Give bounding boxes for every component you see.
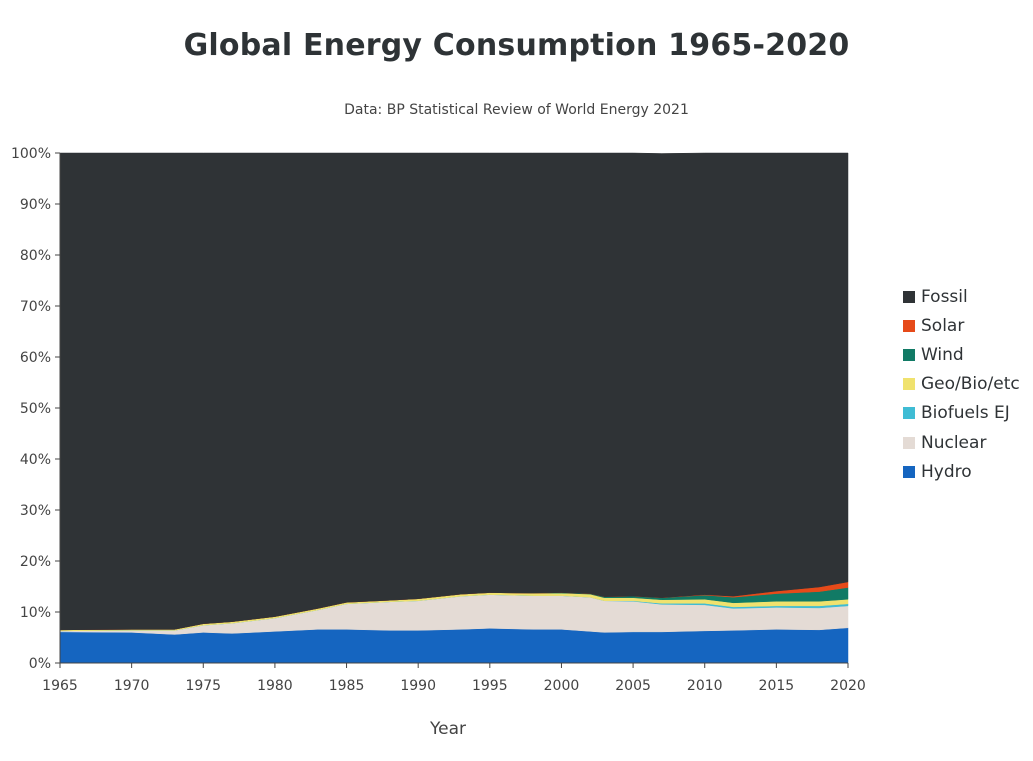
legend-swatch bbox=[903, 348, 915, 361]
legend-item-hydro[interactable]: Hydro bbox=[903, 457, 1020, 486]
x-tick-label: 2010 bbox=[687, 678, 723, 694]
x-tick-label: 2005 bbox=[615, 678, 651, 694]
y-tick-label: 100% bbox=[11, 146, 51, 162]
y-tick-label: 90% bbox=[20, 197, 51, 213]
legend-item-geo-bio-etc[interactable]: Geo/Bio/etc bbox=[903, 370, 1020, 399]
y-tick-label: 50% bbox=[20, 401, 51, 417]
legend-swatch bbox=[903, 465, 915, 478]
legend-swatch bbox=[903, 319, 915, 332]
y-tick-label: 80% bbox=[20, 248, 51, 264]
y-tick-label: 60% bbox=[20, 350, 51, 366]
y-tick-label: 10% bbox=[20, 605, 51, 621]
legend: Fossil Solar Wind Geo/Bio/etc Biofuels EJ Nuc… bbox=[903, 282, 1020, 486]
y-tick-label: 40% bbox=[20, 452, 51, 468]
area-fossil bbox=[59, 152, 849, 631]
x-axis-title: Year bbox=[429, 719, 466, 739]
x-tick-label: 1995 bbox=[472, 678, 508, 694]
x-tick-label: 2000 bbox=[544, 678, 580, 694]
legend-label: Hydro bbox=[921, 461, 972, 482]
x-tick-label: 1975 bbox=[185, 678, 221, 694]
legend-item-solar[interactable]: Solar bbox=[903, 311, 1020, 340]
legend-label: Solar bbox=[921, 315, 965, 336]
chart-title: Global Energy Consumption 1965-2020 bbox=[183, 28, 850, 63]
legend-label: Fossil bbox=[921, 286, 968, 307]
x-tick-label: 1970 bbox=[114, 678, 150, 694]
x-tick-label: 1990 bbox=[400, 678, 436, 694]
y-tick-label: 20% bbox=[20, 554, 51, 570]
axes: 0% 10% 20% 30% 40% 50% 60% 70% 80% 90% 100% 1965 197… bbox=[11, 146, 866, 694]
x-tick-label: 1965 bbox=[42, 678, 78, 694]
y-tick-label: 70% bbox=[20, 299, 51, 315]
legend-label: Geo/Bio/etc bbox=[921, 374, 1020, 395]
y-tick-label: 0% bbox=[29, 656, 51, 672]
legend-item-wind[interactable]: Wind bbox=[903, 340, 1020, 369]
x-tick-label: 1985 bbox=[329, 678, 365, 694]
legend-swatch bbox=[903, 407, 915, 420]
legend-item-fossil[interactable]: Fossil bbox=[903, 282, 1020, 311]
legend-label: Biofuels EJ bbox=[921, 403, 1010, 424]
legend-swatch bbox=[903, 436, 915, 449]
legend-item-biofuels-ej[interactable]: Biofuels EJ bbox=[903, 399, 1020, 428]
legend-item-nuclear[interactable]: Nuclear bbox=[903, 428, 1020, 457]
x-tick-label: 1980 bbox=[257, 678, 293, 694]
y-tick-label: 30% bbox=[20, 503, 51, 519]
legend-label: Wind bbox=[921, 344, 964, 365]
chart-subtitle: Data: BP Statistical Review of World Ene… bbox=[344, 102, 689, 118]
legend-swatch bbox=[903, 378, 915, 391]
x-tick-label: 2020 bbox=[830, 678, 866, 694]
legend-label: Nuclear bbox=[921, 432, 987, 453]
area-layers bbox=[59, 152, 849, 664]
x-tick-label: 2015 bbox=[759, 678, 795, 694]
legend-swatch bbox=[903, 290, 915, 303]
